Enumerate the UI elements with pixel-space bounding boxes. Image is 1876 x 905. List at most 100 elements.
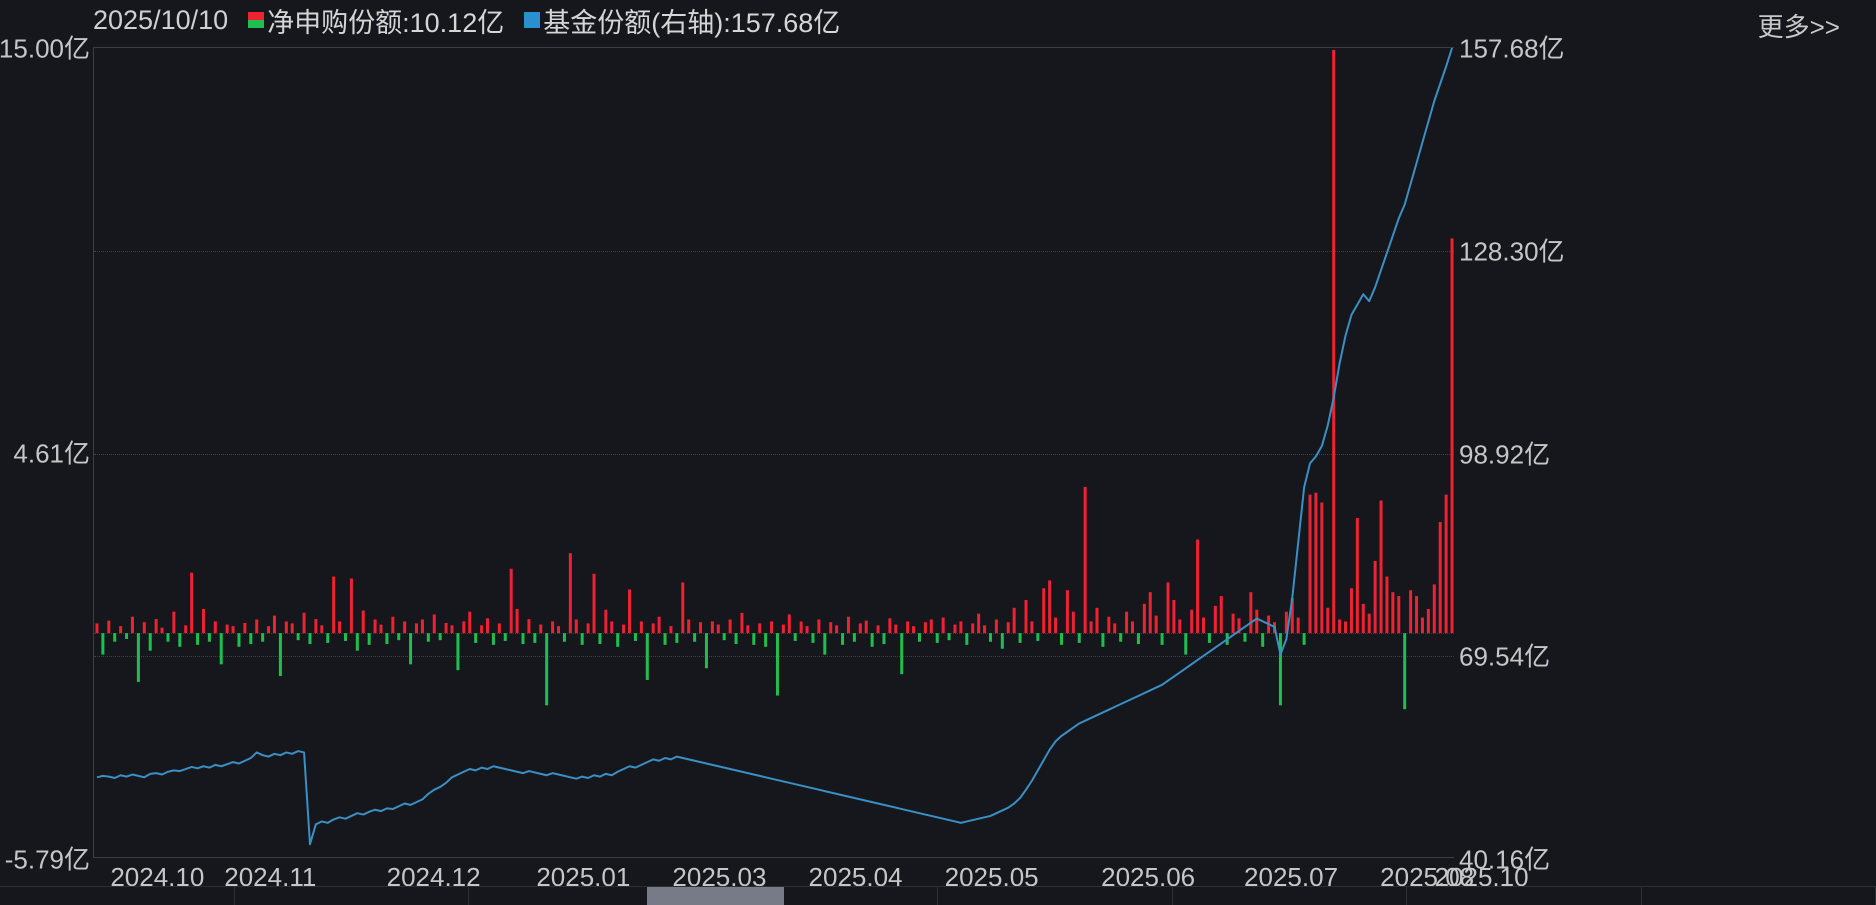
bar-137 <box>906 621 909 633</box>
bar-97 <box>669 626 672 633</box>
bar-195 <box>1249 592 1252 633</box>
bar-221 <box>1403 633 1406 709</box>
bar-138 <box>912 626 915 633</box>
bar-154 <box>1007 622 1010 633</box>
bar-133 <box>882 633 885 644</box>
y-axis-right-tick-1: 128.30亿 <box>1459 231 1565 268</box>
bar-189 <box>1214 606 1217 633</box>
bar-168 <box>1090 621 1093 633</box>
bar-109 <box>740 613 743 633</box>
bar-74 <box>533 633 536 643</box>
bar-173 <box>1119 633 1122 642</box>
bar-182 <box>1172 600 1175 633</box>
bar-17 <box>196 633 199 645</box>
bar-186 <box>1196 540 1199 634</box>
bar-46 <box>368 633 371 645</box>
scrollbar-thumb[interactable] <box>647 887 784 905</box>
bar-118 <box>794 633 797 641</box>
chart-canvas[interactable] <box>93 47 1454 858</box>
bar-70 <box>510 569 513 633</box>
bar-105 <box>717 625 720 634</box>
bar-212 <box>1350 588 1353 633</box>
bar-95 <box>658 617 661 633</box>
bar-67 <box>492 633 495 645</box>
bar-12 <box>166 633 169 642</box>
bar-9 <box>149 633 152 651</box>
bar-116 <box>782 625 785 634</box>
bar-205 <box>1309 495 1312 633</box>
plot-region[interactable] <box>93 47 1454 858</box>
bar-135 <box>894 625 897 634</box>
bar-81 <box>575 619 578 633</box>
bar-4 <box>119 626 122 633</box>
bar-85 <box>598 633 601 644</box>
bar-134 <box>888 618 891 633</box>
bar-114 <box>770 621 773 633</box>
bar-178 <box>1149 592 1152 633</box>
bar-183 <box>1178 619 1181 633</box>
bar-214 <box>1362 604 1365 633</box>
bar-165 <box>1072 612 1075 633</box>
bar-73 <box>527 619 530 633</box>
bar-19 <box>208 633 211 642</box>
bar-65 <box>480 625 483 633</box>
bar-120 <box>806 626 809 633</box>
bar-113 <box>764 633 767 647</box>
bar-34 <box>297 633 300 640</box>
legend-item-net-subscription[interactable]: 净申购份额:10.12亿 <box>248 1 504 40</box>
bar-60 <box>451 625 454 633</box>
more-link[interactable]: 更多>> <box>1758 7 1840 44</box>
bar-101 <box>693 633 696 642</box>
bar-174 <box>1125 612 1128 633</box>
bar-88 <box>616 633 619 647</box>
bar-75 <box>539 625 542 634</box>
bar-78 <box>557 626 560 633</box>
scrollbar-segment-4 <box>938 887 1173 905</box>
bar-43 <box>350 579 353 634</box>
bar-13 <box>172 612 175 633</box>
bar-3 <box>113 633 116 642</box>
bar-96 <box>664 633 667 645</box>
bar-149 <box>977 614 980 634</box>
horizontal-scrollbar[interactable] <box>0 886 1876 905</box>
bar-144 <box>948 633 951 640</box>
bar-197 <box>1261 633 1264 647</box>
bar-62 <box>462 621 465 633</box>
bar-213 <box>1356 518 1359 633</box>
bar-169 <box>1096 608 1099 633</box>
bar-192 <box>1232 614 1235 634</box>
bar-25 <box>243 623 246 633</box>
bar-0 <box>95 623 98 633</box>
bar-91 <box>634 633 637 641</box>
bar-63 <box>468 612 471 633</box>
bar-167 <box>1084 487 1087 633</box>
bar-215 <box>1368 614 1371 634</box>
bar-56 <box>427 633 430 642</box>
scrollbar-segment-0 <box>0 887 235 905</box>
scrollbar-segment-6 <box>1407 887 1642 905</box>
legend-item-fund-share[interactable]: 基金份额(右轴):157.68亿 <box>524 1 840 40</box>
bar-207 <box>1320 502 1323 633</box>
bar-66 <box>486 618 489 633</box>
bar-80 <box>569 553 572 633</box>
bar-72 <box>522 633 525 644</box>
bar-227 <box>1439 522 1442 633</box>
bar-24 <box>237 633 240 647</box>
header-date: 2025/10/10 <box>93 5 228 36</box>
bar-112 <box>758 623 761 633</box>
bar-76 <box>545 633 548 705</box>
bar-58 <box>439 633 442 640</box>
bar-145 <box>953 625 956 634</box>
bar-187 <box>1202 618 1205 634</box>
bar-82 <box>581 633 584 645</box>
bar-123 <box>823 633 826 654</box>
bar-38 <box>320 625 323 633</box>
bar-42 <box>344 633 347 641</box>
fund-share-line <box>97 48 1452 844</box>
bar-127 <box>847 617 850 633</box>
bar-26 <box>249 633 252 644</box>
bar-160 <box>1042 588 1045 633</box>
bar-228 <box>1445 495 1448 633</box>
bar-210 <box>1338 619 1341 633</box>
bar-55 <box>421 619 424 633</box>
